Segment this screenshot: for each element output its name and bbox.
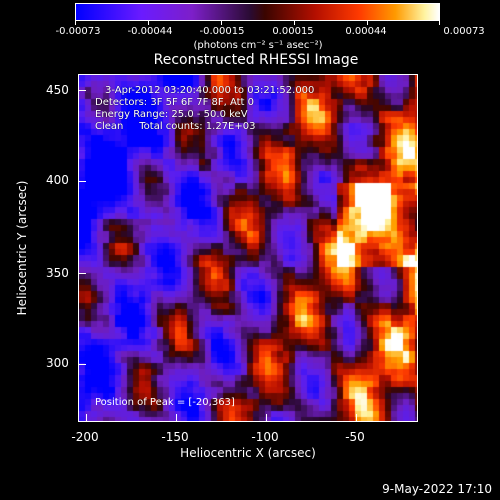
x-tick-label: -150 bbox=[161, 430, 189, 444]
colorbar-tick-label: 0.00073 bbox=[443, 26, 485, 37]
clean-counts-label: Clean Total counts: 1.27E+03 bbox=[95, 121, 256, 132]
y-axis-label: Heliocentric Y (arcsec) bbox=[15, 180, 29, 316]
y-tick-label: 350 bbox=[46, 266, 69, 280]
peak-position-label: Position of Peak = [-20,363] bbox=[95, 397, 235, 408]
colorbar-units: (photons cm⁻² s⁻¹ asec⁻²) bbox=[193, 40, 323, 51]
y-tick-label: 450 bbox=[46, 83, 69, 97]
colorbar-tick-label: 0.00044 bbox=[345, 26, 387, 37]
colorbar bbox=[75, 3, 440, 21]
colorbar-tick-label: -0.00044 bbox=[127, 26, 173, 37]
time-range-label: 3-Apr-2012 03:20:40.000 to 03:21:52.000 bbox=[105, 85, 315, 96]
rhessi-image-plot: 3-Apr-2012 03:20:40.000 to 03:21:52.000 … bbox=[78, 74, 418, 422]
colorbar-tick-label: -0.00073 bbox=[55, 26, 101, 37]
y-tick-label: 400 bbox=[46, 173, 69, 187]
image-title: Reconstructed RHESSI Image bbox=[153, 52, 359, 68]
y-tick-label: 300 bbox=[46, 356, 69, 370]
x-axis-label: Heliocentric X (arcsec) bbox=[180, 446, 316, 460]
colorbar-tick-label: 0.00015 bbox=[272, 26, 314, 37]
colorbar-tick-label: -0.00015 bbox=[199, 26, 245, 37]
generation-timestamp: 9-May-2022 17:10 bbox=[382, 482, 492, 496]
x-tick-label: -200 bbox=[71, 430, 99, 444]
rhessi-intensity-map bbox=[79, 75, 417, 421]
detectors-label: Detectors: 3F 5F 6F 7F 8F, Att 0 bbox=[95, 97, 255, 108]
x-tick-label: -50 bbox=[345, 430, 365, 444]
energy-range-label: Energy Range: 25.0 - 50.0 keV bbox=[95, 109, 248, 120]
x-tick-label: -100 bbox=[251, 430, 279, 444]
